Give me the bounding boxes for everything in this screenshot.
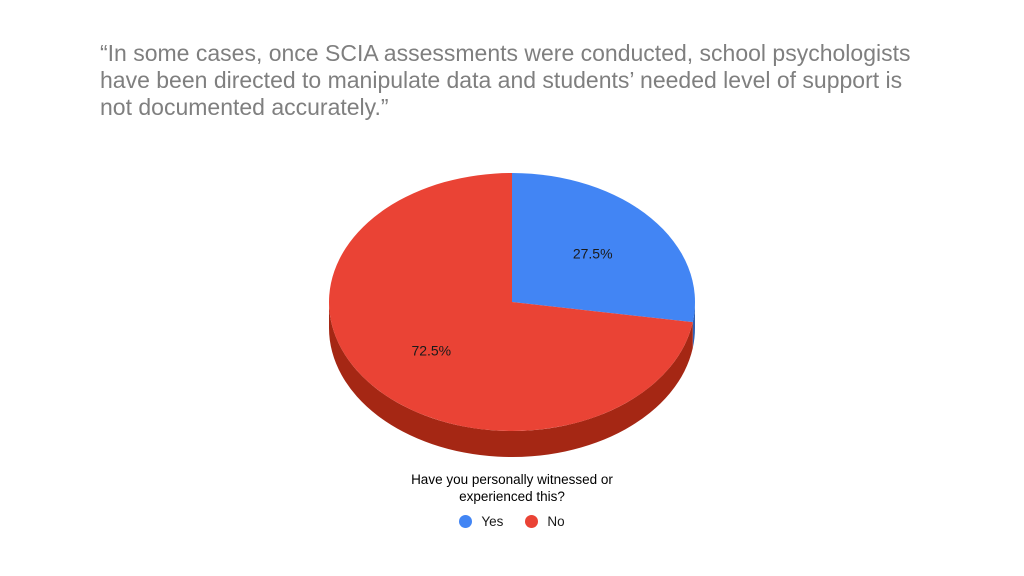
pie-slice-no bbox=[329, 173, 693, 431]
pie-side-no bbox=[329, 302, 693, 458]
legend-item-yes: Yes bbox=[459, 514, 503, 529]
legend-label-yes: Yes bbox=[481, 514, 504, 529]
chart-title: Have you personally witnessed or experie… bbox=[411, 472, 613, 504]
legend-swatch-no bbox=[525, 515, 539, 528]
pie-side-yes bbox=[692, 302, 695, 349]
slide-title: “In some cases, once SCIA assessments we… bbox=[100, 40, 911, 120]
pie-data-labels: 27.5% 72.5% bbox=[411, 245, 612, 358]
data-label-yes: 27.5% bbox=[573, 245, 613, 261]
legend-label-no: No bbox=[547, 514, 565, 529]
legend-item-no: No bbox=[525, 514, 565, 529]
pie-slices bbox=[329, 173, 696, 431]
pie-side-walls bbox=[329, 302, 695, 458]
data-label-no: 72.5% bbox=[411, 343, 451, 359]
legend-swatch-yes bbox=[459, 515, 473, 528]
chart-legend: Yes No bbox=[0, 514, 1024, 529]
pie-slice-yes bbox=[512, 173, 696, 323]
